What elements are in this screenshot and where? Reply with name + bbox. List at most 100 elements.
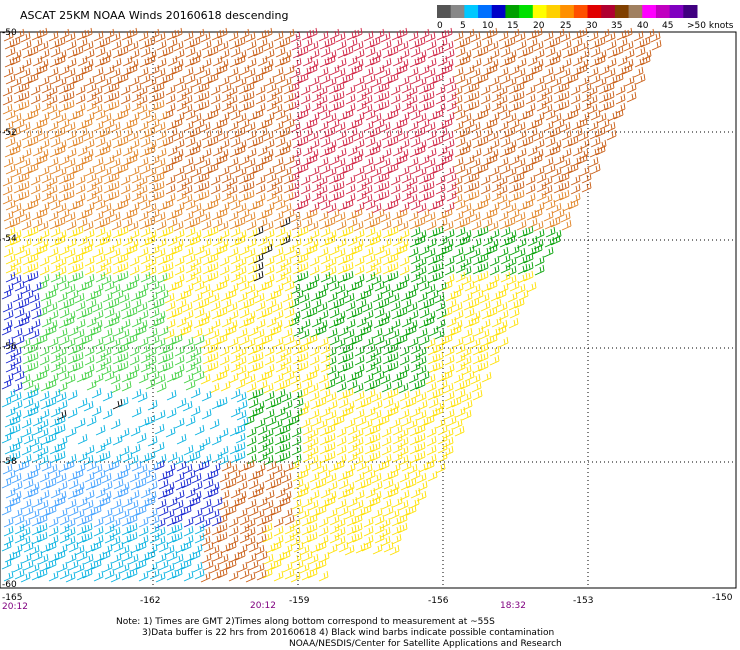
wind-barb [363, 372, 374, 384]
wind-barb [218, 499, 229, 511]
wind-barb [274, 551, 285, 563]
wind-barb [121, 119, 132, 131]
wind-barb [508, 83, 519, 95]
wind-barb [354, 345, 365, 357]
wind-barb [589, 146, 600, 158]
wind-barb [127, 369, 138, 381]
wind-barb [29, 328, 40, 340]
wind-barb [435, 300, 446, 312]
wind-barb [210, 174, 221, 186]
wind-barb [326, 256, 337, 268]
lat-label-58: -58 [2, 457, 17, 467]
wind-barb [536, 82, 547, 94]
wind-barb [21, 444, 32, 456]
wind-barb [2, 184, 13, 196]
wind-barb [32, 127, 43, 139]
wind-barb [227, 301, 238, 313]
wind-barb [37, 27, 48, 39]
wind-barb [199, 90, 210, 102]
wind-barb [217, 333, 228, 345]
wind-barb [316, 540, 327, 552]
wind-barb [392, 424, 403, 436]
wind-barb [398, 130, 409, 142]
wind-barb [320, 361, 331, 373]
wind-barb [174, 273, 185, 285]
wind-barb [176, 433, 187, 445]
wind-barb [328, 83, 339, 95]
wind-barb [490, 326, 501, 338]
wind-barb [65, 535, 76, 547]
wind-barb [507, 291, 518, 303]
wind-barb [200, 571, 211, 583]
wind-barb [164, 562, 175, 574]
wind-barb [74, 292, 85, 304]
wind-barb [191, 112, 202, 124]
wind-barb [354, 354, 365, 366]
wind-barb [338, 325, 349, 337]
wind-barb [266, 316, 277, 328]
wind-barb [624, 75, 635, 87]
wind-barb [14, 244, 25, 256]
wind-barb [200, 436, 211, 448]
wind-barb [371, 355, 382, 367]
wind-barb [19, 189, 30, 201]
wind-barb [73, 468, 84, 480]
wind-barb [460, 54, 471, 66]
wind-barb [212, 496, 223, 508]
wind-barb [57, 435, 68, 447]
wind-barb [129, 111, 140, 123]
wind-barb [526, 65, 537, 77]
wind-barb [256, 335, 267, 347]
wind-barb [73, 225, 84, 237]
wind-barb [347, 442, 358, 454]
wind-barb [219, 255, 230, 267]
wind-barb [29, 508, 40, 520]
wind-barb [149, 370, 160, 382]
wind-barb [551, 112, 562, 124]
wind-barb [172, 117, 183, 129]
wind-barb [93, 534, 104, 546]
wind-barb [301, 569, 312, 581]
wind-barb [82, 153, 93, 165]
wind-barb [264, 471, 275, 483]
wind-barb [208, 135, 219, 147]
wind-barb [515, 211, 526, 223]
wind-barb [356, 460, 367, 472]
wind-barb [217, 531, 228, 543]
wind-barb [471, 39, 482, 51]
wind-barb [514, 90, 525, 102]
wind-barb [255, 462, 266, 474]
wind-barb [290, 211, 301, 223]
wind-barb [256, 281, 267, 293]
lon-label-153: -153 [573, 596, 594, 606]
wind-barb [220, 380, 231, 392]
wind-barb [399, 390, 410, 402]
wind-barb [525, 174, 536, 186]
wind-barb [320, 352, 331, 364]
wind-barb [194, 370, 205, 382]
wind-barb [158, 505, 169, 517]
wind-barb [436, 119, 447, 131]
wind-barb [299, 328, 310, 340]
wind-barb [599, 64, 610, 76]
wind-barb [320, 253, 331, 265]
wind-barb [453, 372, 464, 384]
wind-barb [82, 522, 93, 534]
wind-barb [94, 38, 105, 50]
wind-barb [455, 46, 466, 58]
wind-barb [398, 499, 409, 511]
wind-barb [498, 66, 509, 78]
wind-barb [472, 389, 483, 401]
wind-barb [64, 459, 75, 471]
wind-barb [110, 211, 121, 223]
wind-barb [345, 174, 356, 186]
wind-barb [219, 75, 230, 87]
wind-barb [40, 479, 51, 491]
wind-barb [433, 351, 444, 363]
wind-barb [570, 174, 581, 186]
wind-barb [256, 209, 267, 221]
wind-barb [353, 40, 364, 52]
wind-barb [435, 462, 446, 474]
wind-barb [455, 406, 466, 418]
wind-barb [336, 426, 347, 438]
